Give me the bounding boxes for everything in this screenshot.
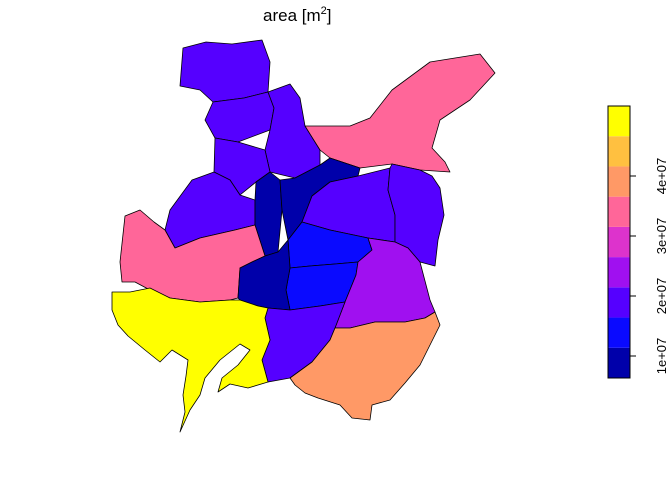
legend-color-cell [608, 287, 630, 318]
legend-ticks: 1e+07 2e+07 3e+07 4e+07 [630, 158, 669, 375]
legend-color-cell [608, 106, 630, 137]
ward-north-a [179, 39, 271, 103]
legend-color-cell [608, 226, 630, 258]
legend-frame [607, 105, 631, 379]
legend-color-bar [607, 105, 631, 379]
legend-color-cell [608, 257, 630, 288]
map-title: area [m2] [263, 5, 332, 25]
legend-tick-label: 1e+07 [654, 338, 669, 375]
legend-color-cell [608, 317, 630, 348]
ward-northeast [304, 53, 496, 173]
legend-color-cell [608, 196, 630, 227]
legend-color-cell [608, 166, 630, 197]
legend-tick-label: 3e+07 [654, 218, 669, 255]
legend-color-cell [608, 136, 630, 167]
map-regions [111, 39, 496, 433]
legend-tick-label: 2e+07 [654, 278, 669, 315]
ward-southwest [111, 287, 271, 433]
legend-color-cell [608, 347, 630, 378]
ward-east-b [387, 163, 445, 267]
legend-tick-label: 4e+07 [654, 158, 669, 195]
ward-south [289, 311, 441, 421]
color-key-legend: 1e+07 2e+07 3e+07 4e+07 [607, 105, 669, 379]
